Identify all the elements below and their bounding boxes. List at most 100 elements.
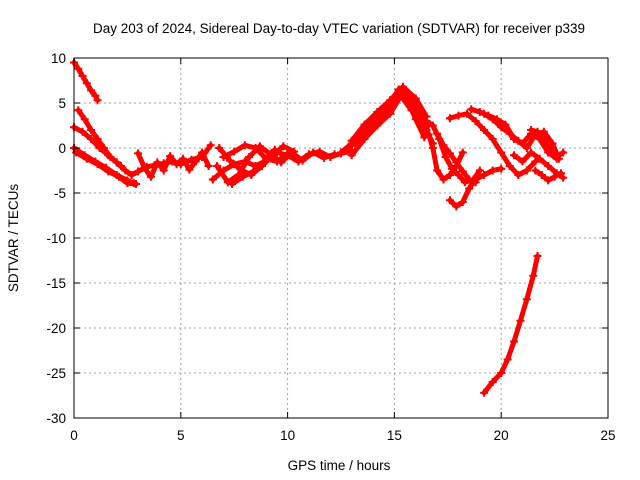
data-point: [533, 252, 542, 260]
data-point: [516, 316, 525, 325]
data-point: [270, 145, 279, 154]
data-point: [514, 171, 523, 179]
data-point: [134, 167, 143, 176]
data-point: [527, 148, 536, 157]
x-tick-label: 5: [177, 428, 185, 443]
data-point: [330, 150, 339, 159]
data-point: [343, 146, 352, 155]
data-point: [176, 160, 185, 169]
data-point: [559, 148, 568, 157]
data-point: [458, 198, 467, 206]
x-axis-label: GPS time / hours: [288, 458, 391, 473]
data-point: [396, 91, 405, 100]
data-point: [522, 144, 531, 152]
data-point: [445, 171, 454, 179]
data-point: [360, 135, 369, 143]
data-point: [236, 165, 245, 174]
data-point: [411, 94, 420, 103]
data-point: [121, 166, 130, 175]
data-point: [260, 158, 269, 167]
data-point: [544, 162, 553, 170]
data-point: [309, 148, 318, 157]
data-point: [251, 144, 260, 152]
data-point: [168, 157, 177, 166]
data-point: [522, 166, 531, 175]
series-arc-mid-scatter-b: [127, 141, 215, 179]
data-point: [480, 126, 489, 134]
data-point: [134, 149, 143, 158]
data-point: [360, 120, 369, 129]
chart-title: Day 203 of 2024, Sidereal Day-to-day VTE…: [93, 21, 585, 36]
data-point: [439, 141, 448, 150]
data-point: [398, 82, 407, 91]
data-point: [452, 202, 461, 211]
data-point: [535, 154, 544, 163]
data-point: [373, 121, 382, 130]
series-arc-early-d: [72, 148, 140, 188]
ticks: [73, 57, 609, 419]
data-point: [428, 144, 437, 152]
data-point: [319, 153, 328, 162]
data-point: [78, 72, 87, 80]
y-tick-label: -5: [54, 186, 66, 201]
data-point: [347, 136, 356, 145]
data-point: [497, 148, 506, 157]
data-point: [539, 133, 548, 142]
data-point: [208, 175, 217, 184]
series-arc-late-d: [445, 164, 506, 211]
x-tick-label: 25: [600, 428, 615, 443]
data-point: [448, 164, 457, 173]
data-point: [445, 114, 454, 123]
data-point: [454, 171, 463, 179]
data-point: [454, 111, 463, 120]
data-point: [142, 162, 151, 171]
data-point: [467, 105, 476, 114]
data-point: [386, 96, 395, 105]
data-point: [424, 130, 433, 139]
data-point: [510, 337, 519, 346]
data-point: [433, 129, 442, 138]
y-axis-label: SDTVAR / TECUs: [6, 184, 21, 293]
data-point: [279, 142, 288, 151]
series-trace: [481, 111, 562, 162]
data-point: [480, 171, 489, 179]
data-point: [465, 184, 474, 193]
data-point: [240, 141, 249, 150]
y-tick-label: -25: [46, 366, 66, 381]
data-point: [537, 171, 546, 179]
data-point: [503, 355, 512, 364]
data-point: [82, 154, 91, 163]
data-point: [458, 167, 467, 176]
data-point: [546, 144, 555, 152]
tick-labels: 0 5 10 15 20 25 10 5 0 -5 -10 -15 -20 -25 -30: [46, 51, 615, 443]
data-point: [522, 295, 531, 304]
data-point: [159, 166, 168, 175]
data-point: [93, 160, 102, 169]
y-tick-label: 0: [58, 141, 66, 156]
data-point: [475, 166, 484, 175]
data-point: [471, 175, 480, 184]
x-tick-label: 20: [494, 428, 509, 443]
series-arc-descent: [480, 252, 542, 397]
data-point: [480, 109, 489, 118]
x-tick-label: 15: [387, 428, 402, 443]
data-point: [531, 166, 540, 175]
data-point: [104, 151, 113, 160]
y-tick-label: -15: [46, 276, 66, 291]
data-point: [74, 106, 83, 115]
data-point: [557, 169, 566, 178]
data-point: [452, 158, 461, 167]
data-point: [215, 144, 224, 152]
data-point: [238, 172, 247, 181]
data-point: [463, 109, 472, 118]
data-point: [488, 378, 497, 386]
data-point: [272, 157, 281, 166]
data-point: [544, 176, 553, 185]
data-point: [87, 135, 96, 143]
data-point: [245, 153, 254, 161]
data-point: [213, 162, 222, 170]
data-point: [531, 157, 540, 166]
data-point: [518, 157, 527, 166]
data-point: [131, 180, 140, 188]
